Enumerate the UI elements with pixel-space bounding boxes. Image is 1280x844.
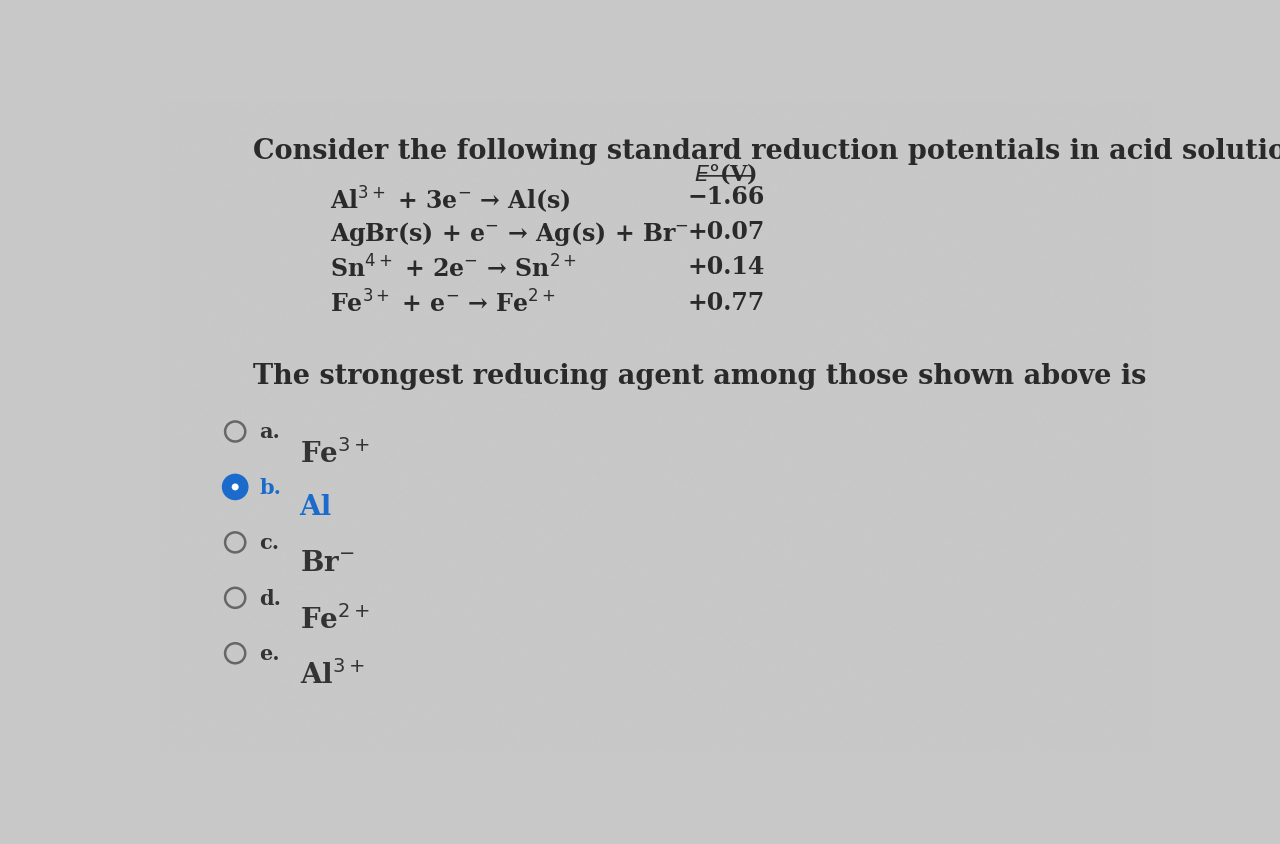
Text: b.: b. <box>259 478 282 497</box>
Text: The strongest reducing agent among those shown above is: The strongest reducing agent among those… <box>253 363 1147 390</box>
Text: Sn$^{4+}$ + 2e$^{-}$ → Sn$^{2+}$: Sn$^{4+}$ + 2e$^{-}$ → Sn$^{2+}$ <box>330 255 577 282</box>
Text: Fe$^{3+}$: Fe$^{3+}$ <box>300 438 370 468</box>
Text: Al$^{3+}$ + 3e$^{-}$ → Al(s): Al$^{3+}$ + 3e$^{-}$ → Al(s) <box>330 184 571 215</box>
Text: Fe$^{2+}$: Fe$^{2+}$ <box>300 604 370 634</box>
Text: d.: d. <box>259 588 282 608</box>
Text: +0.07: +0.07 <box>687 219 764 244</box>
Text: c.: c. <box>259 533 279 553</box>
Circle shape <box>225 478 246 497</box>
Circle shape <box>232 484 238 491</box>
Text: Consider the following standard reduction potentials in acid solution:: Consider the following standard reductio… <box>253 138 1280 165</box>
Text: e.: e. <box>259 643 280 663</box>
Text: −1.66: −1.66 <box>687 184 764 208</box>
Text: Al$^{3+}$: Al$^{3+}$ <box>300 660 365 690</box>
Text: +0.14: +0.14 <box>687 255 764 279</box>
Text: Br$^{-}$: Br$^{-}$ <box>300 549 355 576</box>
Text: AgBr(s) + e$^{-}$ → Ag(s) + Br$^{-}$: AgBr(s) + e$^{-}$ → Ag(s) + Br$^{-}$ <box>330 219 690 247</box>
Text: Al: Al <box>300 494 332 521</box>
Text: $\mathit{E}$°(V): $\mathit{E}$°(V) <box>694 161 758 187</box>
Text: +0.77: +0.77 <box>687 290 764 315</box>
Text: a.: a. <box>259 422 280 442</box>
Text: Fe$^{3+}$ + e$^{-}$ → Fe$^{2+}$: Fe$^{3+}$ + e$^{-}$ → Fe$^{2+}$ <box>330 290 557 317</box>
